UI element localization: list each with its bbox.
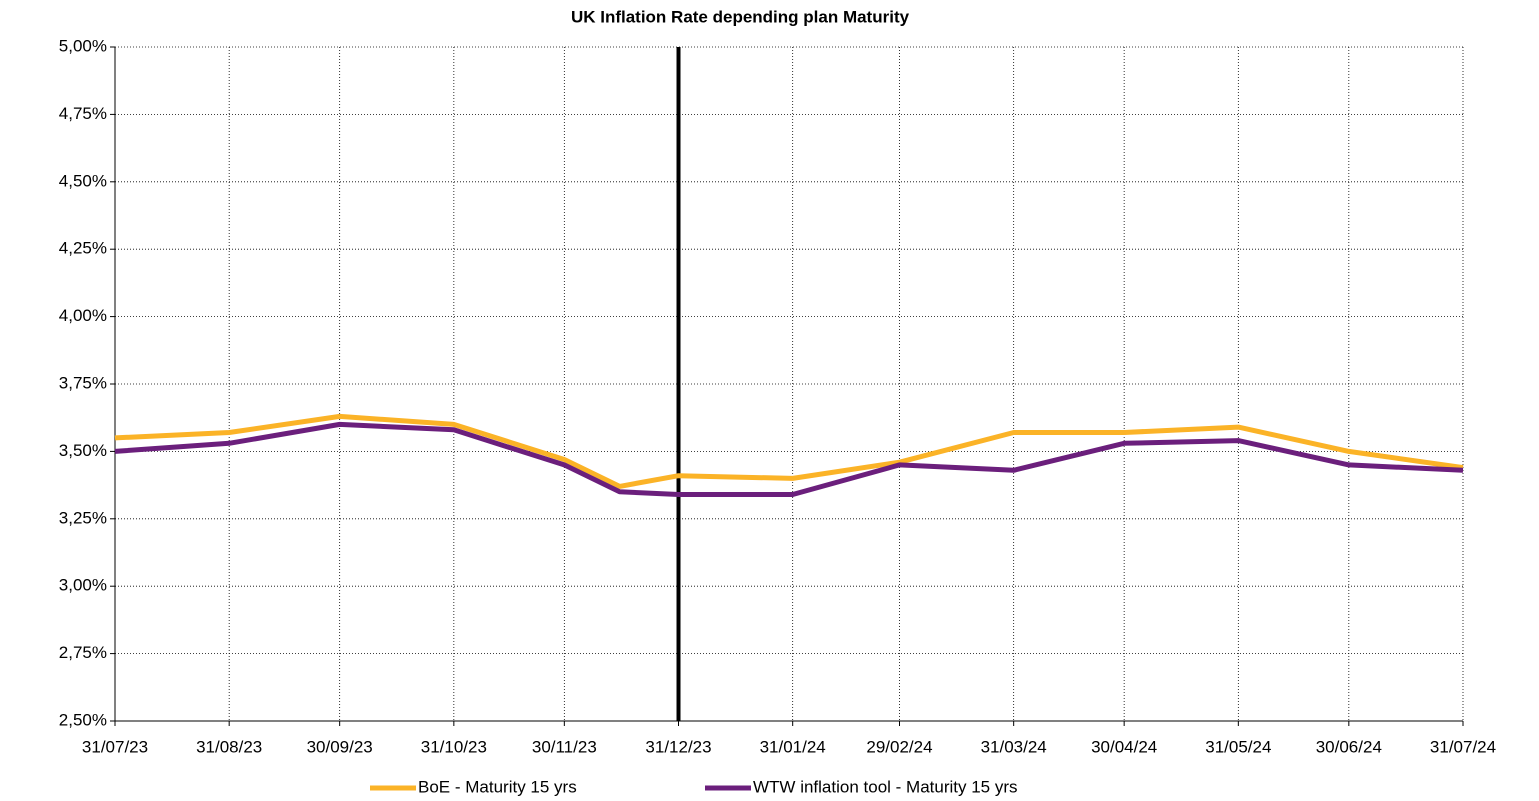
legend-label: BoE - Maturity 15 yrs <box>418 777 577 796</box>
x-tick-label: 31/07/24 <box>1430 737 1496 756</box>
x-tick-label: 30/11/23 <box>532 737 597 756</box>
y-tick-label: 4,50% <box>59 171 107 190</box>
y-tick-label: 3,25% <box>59 508 107 527</box>
y-tick-label: 3,00% <box>59 576 107 595</box>
x-tick-label: 31/01/24 <box>760 737 826 756</box>
x-tick-label: 31/05/24 <box>1205 737 1271 756</box>
x-tick-label: 31/07/23 <box>82 737 148 756</box>
legend-label: WTW inflation tool - Maturity 15 yrs <box>753 777 1018 796</box>
series-line <box>114 421 1464 497</box>
chart-title: UK Inflation Rate depending plan Maturit… <box>571 7 910 26</box>
x-tick-label: 31/08/23 <box>196 737 262 756</box>
x-tick-label: 29/02/24 <box>866 737 932 756</box>
series-line <box>114 413 1464 489</box>
x-tick-label: 31/10/23 <box>421 737 487 756</box>
y-tick-label: 4,00% <box>59 306 107 325</box>
x-tick-label: 30/06/24 <box>1316 737 1382 756</box>
y-tick-label: 3,50% <box>59 441 107 460</box>
x-tick-label: 31/03/24 <box>981 737 1047 756</box>
y-tick-label: 3,75% <box>59 373 107 392</box>
x-tick-label: 30/04/24 <box>1091 737 1157 756</box>
y-tick-label: 2,75% <box>59 643 107 662</box>
y-tick-label: 5,00% <box>59 36 107 55</box>
x-tick-label: 31/12/23 <box>645 737 711 756</box>
y-tick-label: 4,75% <box>59 104 107 123</box>
x-tick-label: 30/09/23 <box>307 737 373 756</box>
y-tick-label: 2,50% <box>59 710 107 729</box>
y-tick-label: 4,25% <box>59 239 107 258</box>
